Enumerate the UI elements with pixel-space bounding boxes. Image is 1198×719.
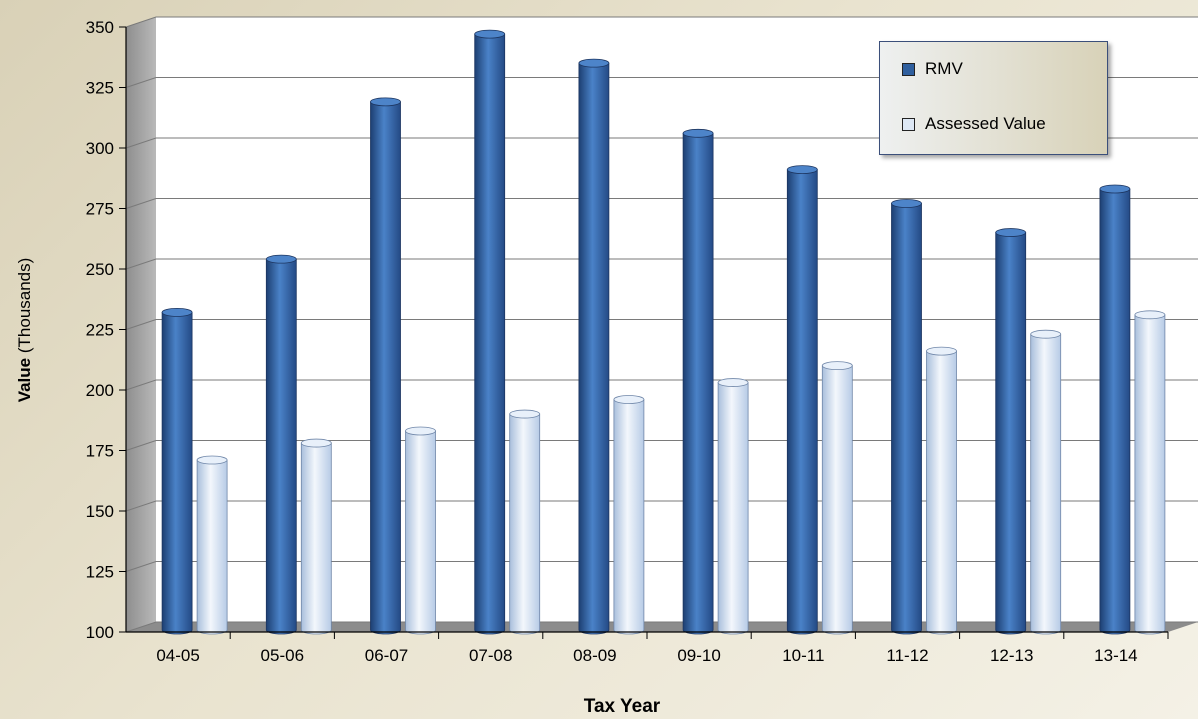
x-tick-label: 06-07: [365, 646, 408, 665]
y-tick-label: 325: [86, 79, 114, 98]
bar-rmv: [786, 165, 818, 635]
bar-rmv: [682, 128, 714, 635]
bar-assessed-value: [613, 395, 645, 635]
legend-label-rmv: RMV: [925, 59, 963, 78]
bar-assessed-value: [821, 361, 853, 635]
gridline: [125, 137, 1198, 149]
x-tick-label: 10-11: [782, 646, 824, 665]
legend-swatch-assessed-value: [902, 117, 915, 131]
x-tick-label: 08-09: [573, 646, 616, 665]
bar-assessed-value: [926, 346, 957, 635]
y-tick-label: 350: [86, 18, 114, 37]
x-axis-title: Tax Year: [584, 696, 661, 717]
bar-rmv: [1099, 184, 1131, 635]
y-tick-label: 250: [86, 260, 114, 279]
y-tick-label: 225: [86, 321, 114, 340]
x-tick-label: 13-14: [1094, 646, 1137, 665]
y-tick-label: 175: [86, 442, 114, 461]
y-axis-title: Value (Thousands): [15, 258, 34, 403]
y-axis-title-unit: (Thousands): [15, 258, 34, 353]
legend: RMV Assessed Value: [879, 41, 1108, 155]
x-tick-label: 07-08: [469, 646, 512, 665]
y-tick-label: 100: [86, 623, 114, 642]
legend-label-assessed-value: Assessed Value: [925, 114, 1046, 133]
legend-item-assessed-value: Assessed Value: [902, 114, 1046, 134]
bar-rmv: [474, 29, 506, 635]
bar-assessed-value: [1030, 329, 1062, 635]
y-tick-label: 275: [86, 200, 114, 219]
gridline: [125, 77, 1198, 88]
y-axis-title-bold: Value: [15, 358, 34, 402]
legend-swatch-rmv: [902, 62, 915, 76]
x-tick-label: 09-10: [677, 646, 720, 665]
x-tick-label: 04-05: [156, 646, 199, 665]
gridline: [125, 16, 1198, 28]
bar-rmv: [161, 307, 193, 635]
bar-assessed-value: [405, 426, 436, 635]
legend-item-rmv: RMV: [902, 59, 963, 79]
bar-rmv: [995, 228, 1027, 635]
gridline: [125, 198, 1198, 209]
bar-assessed-value: [717, 378, 749, 635]
bar-assessed-value: [196, 455, 228, 635]
bar-rmv: [891, 199, 922, 635]
bar-assessed-value: [300, 438, 332, 635]
y-tick-label: 300: [86, 139, 114, 158]
y-tick-label: 200: [86, 381, 114, 400]
x-tick-label: 11-12: [886, 646, 928, 665]
bar-assessed-value: [1134, 310, 1166, 635]
x-tick-label: 12-13: [990, 646, 1033, 665]
bar-rmv: [370, 97, 401, 635]
x-tick-label: 05-06: [261, 646, 304, 665]
bar-assessed-value: [509, 409, 541, 635]
gridline: [125, 319, 1198, 330]
bar-rmv: [578, 58, 610, 635]
y-tick-label: 150: [86, 502, 114, 521]
gridline: [125, 258, 1198, 270]
y-tick-label: 125: [86, 563, 114, 582]
bar-rmv: [265, 254, 297, 635]
